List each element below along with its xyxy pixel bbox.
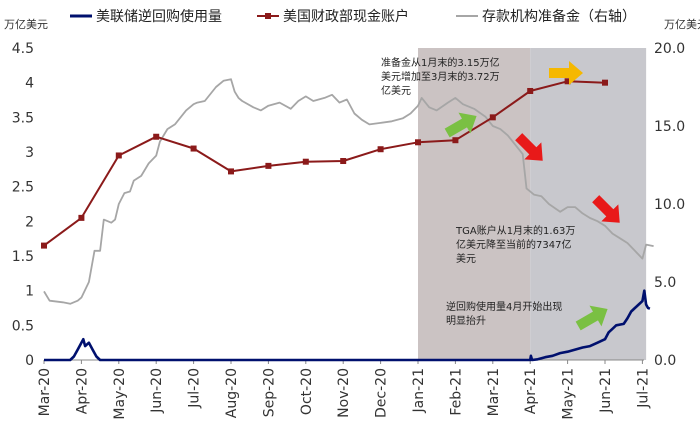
x-tick-label: Jun-20: [149, 368, 165, 414]
y-left-tick-label: 3: [25, 145, 34, 161]
x-tick-label: Mar-21: [486, 368, 502, 416]
tga-marker: [265, 162, 272, 169]
tga-marker: [415, 139, 421, 146]
tga-marker: [190, 145, 197, 152]
y-left-tick-label: 3.5: [12, 110, 34, 126]
x-tick-label: Apr-21: [523, 368, 539, 414]
tga-marker: [115, 152, 122, 159]
y-left-tick-label: 1.5: [12, 249, 34, 265]
tga-marker: [302, 158, 309, 165]
annotation-line: 逆回购使用量4月开始出现: [446, 300, 562, 313]
legend-item-3: 存款机构准备金（右轴）: [456, 8, 636, 25]
y-left-tick-label: 4.5: [12, 41, 34, 57]
shaded-region-2: [530, 48, 647, 360]
tga-marker: [377, 146, 384, 153]
x-tick-label: Mar-20: [37, 368, 53, 416]
x-tick-label: Jul-20: [187, 368, 203, 409]
shaded-region-1: [418, 48, 531, 360]
tga-marker: [452, 137, 459, 144]
x-tick-label: Jan-21: [411, 368, 427, 413]
y-left-tick-label: 4: [25, 76, 34, 92]
x-tick-label: Dec-20: [374, 368, 390, 418]
x-tick-label: May-21: [561, 368, 577, 420]
series-line-reserves: [43, 78, 654, 305]
annotation-line: 美元: [456, 252, 476, 265]
tga-marker: [527, 87, 534, 94]
x-tick-label: Feb-21: [448, 368, 464, 416]
annotation-line: 美元增加至3月末的3.72万: [381, 70, 500, 83]
y-left-tick-label: 2.5: [12, 180, 34, 196]
x-tick-label: May-20: [112, 368, 128, 420]
x-tick-label: Jul-21: [635, 368, 651, 409]
x-tick-label: Sep-20: [261, 368, 277, 417]
tga-marker: [602, 79, 608, 86]
annotation-line: 准备金从1月末的3.15万亿: [381, 56, 500, 69]
y-left-tick-label: 1: [25, 284, 34, 300]
annotation-line: 明显抬升: [446, 314, 486, 327]
series-layer: [41, 78, 654, 362]
legend-layer: 美联储逆回购使用量 美国财政部现金账户 存款机构准备金（右轴）: [70, 8, 636, 25]
annotation-3: 逆回购使用量4月开始出现明显抬升: [446, 300, 562, 327]
y-left-tick-label: 0: [25, 353, 34, 369]
anno-layer: 准备金从1月末的3.15万亿美元增加至3月末的3.72万亿美元 TGA账户从1月末…: [381, 56, 575, 327]
series-line-reverse-repo: [44, 289, 651, 362]
green-arrow-repo: [575, 305, 608, 331]
y-right-tick-label: 20.0: [654, 41, 685, 57]
x-tick-label: Nov-20: [336, 368, 352, 418]
x-tick-label: Jun-21: [598, 368, 614, 414]
legend-label: 美国财政部现金账户: [283, 8, 409, 25]
series-line-tga: [43, 80, 606, 247]
legend-item-2: 美国财政部现金账户: [257, 8, 409, 25]
legend-item-1: 美联储逆回购使用量: [70, 8, 222, 25]
legend-marker: [265, 13, 271, 19]
legend-label: 美联储逆回购使用量: [96, 8, 222, 25]
y-right-tick-label: 10.0: [654, 197, 685, 213]
tga-marker: [153, 133, 160, 140]
y-right-tick-label: 5.0: [654, 275, 676, 291]
tga-marker: [564, 78, 571, 85]
annotation-1: 准备金从1月末的3.15万亿美元增加至3月末的3.72万亿美元: [381, 56, 500, 97]
red-arrow-tga: [515, 133, 543, 161]
tga-marker: [78, 214, 85, 221]
annotation-line: 亿美元降至当前的7347亿: [456, 238, 571, 251]
annotation-2: TGA账户从1月末的1.63万亿美元降至当前的7347亿美元: [455, 224, 575, 265]
green-arrow-reserves: [444, 112, 477, 138]
y-right-tick-label: 0.0: [654, 353, 676, 369]
annotation-line: 亿美元: [381, 84, 411, 97]
red-arrow-reserves: [592, 195, 620, 223]
orange-arrow-tga: [549, 61, 583, 85]
tga-marker: [41, 242, 47, 249]
axes-layer: 0 0.5 1 1.5 2 2.5 3 3.5 4 4.5 0.0 5.0 10.0 15.0 20.0 Ma…: [12, 41, 685, 420]
y-left-tick-label: 2: [25, 214, 34, 230]
tga-marker: [228, 168, 234, 175]
left-axis-unit: 万亿美元: [4, 18, 48, 31]
annotation-line: TGA账户从1月末的1.63万: [455, 224, 575, 237]
x-tick-label: Aug-20: [224, 368, 240, 418]
y-right-tick-label: 15.0: [654, 119, 685, 135]
right-axis-unit: 万亿美元: [664, 18, 700, 31]
legend-label: 存款机构准备金（右轴）: [482, 8, 636, 25]
y-left-tick-label: 0.5: [12, 318, 34, 334]
arrows-layer: [444, 61, 620, 331]
x-tick-label: Apr-20: [74, 368, 90, 414]
x-tick-label: Oct-20: [299, 368, 315, 415]
tga-marker: [340, 158, 347, 165]
shading-layer: [418, 48, 647, 360]
tga-marker: [489, 114, 496, 121]
